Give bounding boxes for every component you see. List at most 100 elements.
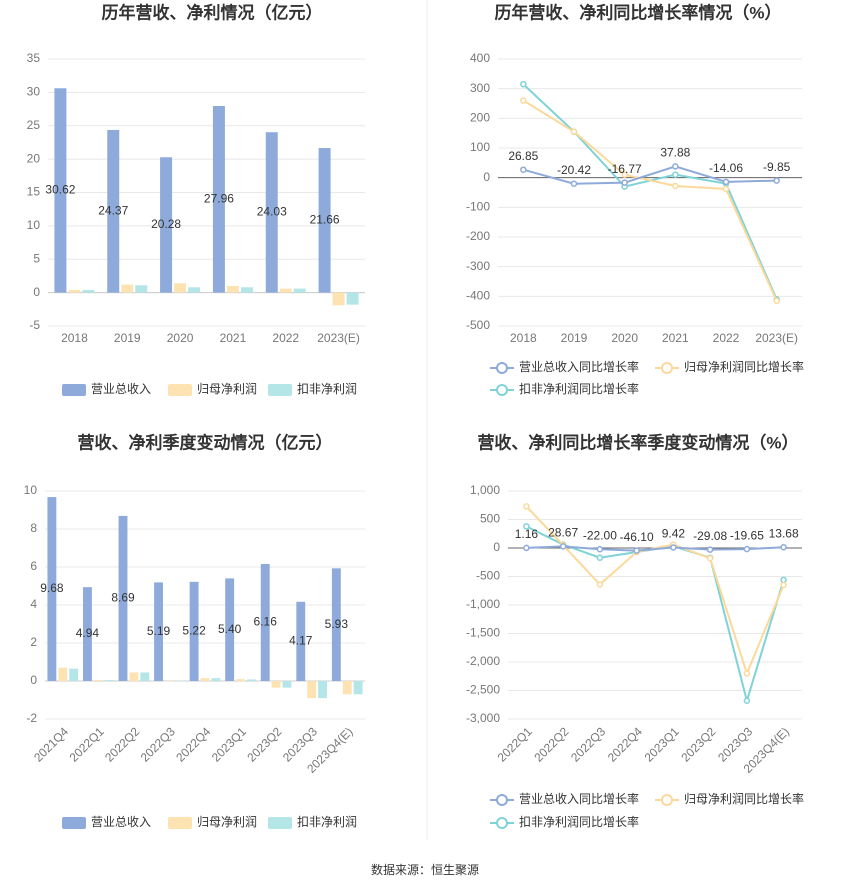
- y-tick-label: 200: [470, 111, 490, 125]
- bar: [201, 678, 210, 681]
- y-tick-label: 400: [470, 51, 490, 65]
- x-tick-label: 2019: [114, 331, 141, 345]
- y-tick-label: -500: [466, 318, 490, 332]
- point-marker: [673, 164, 678, 169]
- y-tick-label: -500: [476, 569, 500, 583]
- point-marker: [634, 548, 639, 553]
- y-tick-label: 10: [24, 483, 38, 497]
- bar: [280, 289, 292, 293]
- legend-swatch: [497, 363, 507, 373]
- y-tick-label: 1,000: [470, 483, 500, 497]
- bar: [294, 289, 306, 293]
- bar: [333, 293, 345, 306]
- bar: [82, 290, 94, 293]
- data-label: -22.00: [583, 528, 617, 542]
- legend-label: 归母净利润同比增长率: [684, 791, 804, 806]
- data-label: -46.10: [620, 530, 654, 544]
- x-tick-label: 2021: [662, 331, 689, 345]
- data-label: -9.85: [763, 160, 791, 174]
- x-tick-label: 2019: [561, 331, 588, 345]
- data-label: 5.93: [325, 617, 349, 631]
- y-tick-label: 500: [480, 512, 500, 526]
- legend-label: 营业总收入同比增长率: [519, 791, 639, 806]
- y-tick-label: -5: [29, 318, 40, 332]
- y-tick-label: 0: [33, 285, 40, 299]
- data-label: 5.40: [218, 622, 242, 636]
- legend-swatch: [168, 817, 192, 829]
- point-marker: [671, 545, 676, 550]
- bar: [247, 679, 256, 681]
- x-tick-label: 2022: [272, 331, 299, 345]
- bar: [236, 679, 245, 681]
- bar: [135, 285, 147, 292]
- data-label: 21.66: [310, 213, 340, 227]
- y-tick-label: -300: [466, 259, 490, 273]
- y-tick-label: -2: [26, 711, 37, 725]
- bar: [129, 672, 138, 681]
- bar: [307, 681, 316, 698]
- y-tick-label: 35: [27, 51, 41, 65]
- bar: [272, 681, 281, 688]
- x-tick-label: 2018: [510, 331, 537, 345]
- data-label: -19.65: [730, 528, 764, 542]
- point-marker: [622, 180, 627, 185]
- data-label: 5.22: [182, 624, 206, 638]
- data-label: 13.68: [769, 526, 799, 540]
- data-label: 6.16: [254, 615, 278, 629]
- legend-swatch: [497, 818, 507, 828]
- y-tick-label: 4: [30, 597, 37, 611]
- point-marker: [781, 545, 786, 550]
- data-label: 5.19: [147, 624, 171, 638]
- legend-label: 归母净利润: [197, 382, 257, 396]
- point-marker: [724, 186, 729, 191]
- y-tick-label: 100: [470, 140, 490, 154]
- y-tick-label: -1,500: [466, 626, 500, 640]
- bar: [69, 669, 78, 681]
- y-tick-label: 0: [493, 540, 500, 554]
- chart-title: 历年营收、净利情况（亿元）: [102, 2, 323, 22]
- y-tick-label: -100: [466, 200, 490, 214]
- point-marker: [524, 545, 529, 550]
- y-tick-label: 2: [30, 635, 37, 649]
- point-marker: [744, 547, 749, 552]
- x-tick-label: 2023Q2: [244, 724, 284, 764]
- x-tick-label: 2022: [713, 331, 740, 345]
- legend-label: 扣非净利润: [297, 815, 357, 829]
- legend-swatch: [268, 384, 292, 396]
- x-tick-label: 2022Q4: [173, 724, 213, 764]
- legend-label: 扣非净利润同比增长率: [519, 381, 639, 396]
- legend-label: 扣非净利润同比增长率: [519, 814, 639, 829]
- data-label: 4.17: [289, 634, 313, 648]
- y-tick-label: -2,000: [466, 654, 500, 668]
- y-tick-label: 300: [470, 81, 490, 95]
- point-marker: [597, 555, 602, 560]
- data-label: 4.94: [76, 626, 100, 640]
- point-marker: [572, 129, 577, 134]
- data-label: 20.28: [151, 217, 181, 231]
- data-label: 24.37: [98, 203, 128, 217]
- y-tick-label: 10: [27, 218, 41, 232]
- bar: [241, 287, 253, 292]
- legend-swatch: [168, 384, 192, 396]
- y-tick-label: 6: [30, 559, 37, 573]
- line: [523, 101, 776, 301]
- bar: [347, 293, 359, 305]
- data-label: 30.62: [45, 183, 75, 197]
- point-marker: [673, 172, 678, 177]
- point-marker: [597, 582, 602, 587]
- point-marker: [708, 547, 713, 552]
- point-marker: [781, 577, 786, 582]
- source-note: 数据来源：恒生聚源: [371, 862, 479, 877]
- point-marker: [781, 583, 786, 588]
- legend-swatch: [497, 385, 507, 395]
- point-marker: [521, 98, 526, 103]
- y-tick-label: 0: [30, 673, 37, 687]
- legend-label: 营业总收入: [91, 815, 151, 829]
- point-marker: [744, 698, 749, 703]
- bar: [283, 681, 292, 688]
- x-tick-label: 2023Q1: [209, 724, 249, 764]
- bar: [354, 681, 363, 694]
- legend-swatch: [268, 817, 292, 829]
- chart-title: 历年营收、净利同比增长率情况（%）: [494, 2, 781, 22]
